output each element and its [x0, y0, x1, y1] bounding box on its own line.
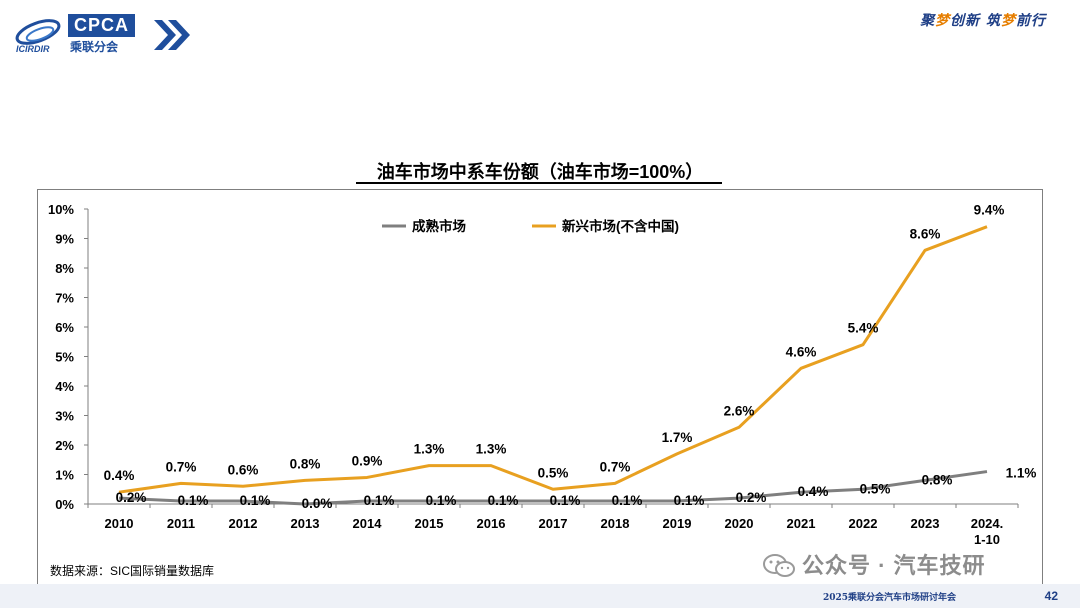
data-label-emerging: 0.7% [166, 459, 197, 474]
data-label-emerging: 1.3% [414, 442, 445, 457]
data-label-emerging: 0.7% [600, 459, 631, 474]
logo-text: CPCA [68, 14, 136, 37]
page-number: 42 [1044, 589, 1058, 603]
data-label-emerging: 0.5% [538, 465, 569, 480]
data-label-emerging: 8.6% [910, 226, 941, 241]
slogan-part: 创新 筑 [950, 13, 1001, 29]
data-label-mature: 0.1% [674, 493, 705, 508]
chart-title: 油车市场中系车份额（油车市场=100%） [376, 162, 704, 182]
data-label-emerging: 0.9% [352, 453, 383, 468]
y-tick-label: 6% [55, 320, 74, 335]
x-tick-label: 2010 [105, 516, 134, 531]
data-label-mature: 0.1% [178, 493, 209, 508]
x-tick-label: 1-10 [974, 532, 1000, 547]
data-label-emerging: 0.6% [228, 462, 259, 477]
y-tick-label: 4% [55, 379, 74, 394]
x-tick-label: 2024. [971, 516, 1004, 531]
x-tick-label: 2019 [663, 516, 692, 531]
data-label-emerging: 1.3% [476, 442, 507, 457]
x-tick-label: 2021 [787, 516, 816, 531]
data-label-mature: 0.2% [736, 490, 767, 505]
cpca-logo: ICIRDIR CPCA 乘联分会 [14, 12, 190, 56]
slogan: 聚梦创新 筑梦前行 [920, 10, 1046, 30]
slogan-highlight: 梦 [1001, 13, 1016, 29]
x-tick-label: 2020 [725, 516, 754, 531]
y-tick-label: 8% [55, 261, 74, 276]
series-line-mature [118, 470, 988, 506]
y-tick-label: 3% [55, 409, 74, 424]
svg-text:ICIRDIR: ICIRDIR [16, 44, 50, 54]
data-label-mature: 0.1% [240, 493, 271, 508]
slogan-part: 前行 [1016, 13, 1046, 29]
data-label-mature: 0.8% [922, 472, 953, 487]
x-tick-label: 2013 [291, 516, 320, 531]
y-tick-label: 10% [48, 202, 74, 217]
data-label-emerging: 5.4% [848, 321, 879, 336]
x-tick-label: 2018 [601, 516, 630, 531]
data-label-emerging: 9.4% [974, 203, 1005, 218]
series-line-emerging [118, 225, 988, 494]
y-tick-label: 0% [55, 497, 74, 512]
data-label-mature: 0.4% [798, 484, 829, 499]
data-label-mature: 1.1% [1006, 466, 1037, 481]
y-tick-label: 7% [55, 291, 74, 306]
logo-subtitle: 乘联分会 [70, 40, 119, 54]
x-tick-label: 2014 [353, 516, 383, 531]
data-label-emerging: 0.4% [104, 468, 135, 483]
data-label-mature: 0.2% [116, 490, 147, 505]
data-label-mature: 0.5% [860, 481, 891, 496]
event-text: 2025乘联分会汽车市场研讨年会 [822, 593, 956, 603]
x-tick-label: 2023 [911, 516, 940, 531]
swirl-logo-icon: ICIRDIR [15, 19, 61, 54]
footer-bar [0, 584, 1080, 608]
data-label-mature: 0.1% [612, 493, 643, 508]
title-underline [356, 182, 722, 184]
data-label-emerging: 0.8% [290, 456, 321, 471]
slogan-highlight: 梦 [935, 13, 951, 29]
y-tick-label: 1% [55, 468, 74, 483]
x-tick-label: 2022 [849, 516, 878, 531]
wechat-icon [763, 554, 795, 577]
data-label-mature: 0.1% [550, 493, 581, 508]
x-tick-label: 2016 [477, 516, 506, 531]
data-label-mature: 0.1% [364, 493, 395, 508]
data-label-emerging: 2.6% [724, 403, 755, 418]
data-label-emerging: 1.7% [662, 430, 693, 445]
data-label-mature: 0.0% [302, 496, 333, 511]
legend-label-emerging: 新兴市场(不含中国) [562, 218, 679, 234]
y-tick-label: 9% [55, 232, 74, 247]
data-source-note: 数据来源：SIC国际销量数据库 [50, 564, 215, 578]
x-tick-label: 2015 [415, 516, 444, 531]
data-label-mature: 0.1% [488, 493, 519, 508]
y-tick-label: 5% [55, 350, 74, 365]
x-tick-label: 2012 [229, 516, 258, 531]
watermark: 公众号 · 汽车技研 [802, 553, 986, 578]
data-label-emerging: 4.6% [786, 344, 817, 359]
x-tick-label: 2011 [167, 516, 195, 531]
x-tick-label: 2017 [539, 516, 568, 531]
data-label-mature: 0.1% [426, 493, 457, 508]
slogan-part: 聚 [920, 13, 936, 29]
legend-label-mature: 成熟市场 [412, 218, 466, 234]
chevron-arrows-icon [154, 20, 190, 50]
y-tick-label: 2% [55, 438, 74, 453]
